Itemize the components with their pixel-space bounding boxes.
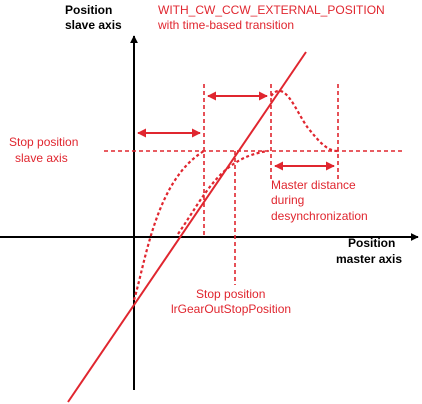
stop-slave-label-line1: Stop position (9, 135, 78, 149)
master-distance-label-line3: desynchronization (271, 209, 368, 223)
y-axis-label-line2: slave axis (65, 18, 122, 32)
y-axis-label-line1: Position (65, 3, 112, 17)
sync-line (67, 51, 307, 403)
master-distance-label-line1: Master distance (271, 178, 356, 192)
stop-master-label-line1: Stop position (196, 287, 265, 301)
stop-slave-label-line2: slave axis (15, 151, 68, 165)
x-axis-label-line1: Position (348, 236, 395, 250)
transition-curve-middle (177, 149, 269, 235)
transition-curve-left (132, 150, 205, 301)
transition-curve-right (270, 89, 339, 153)
stop-master-label-line2: lrGearOutStopPosition (171, 302, 291, 316)
master-distance-label-line2: during (271, 193, 304, 207)
title-line1: WITH_CW_CCW_EXTERNAL_POSITION (158, 3, 385, 17)
title-line2: with time-based transition (157, 18, 294, 32)
x-axis-label-line2: master axis (336, 252, 402, 266)
